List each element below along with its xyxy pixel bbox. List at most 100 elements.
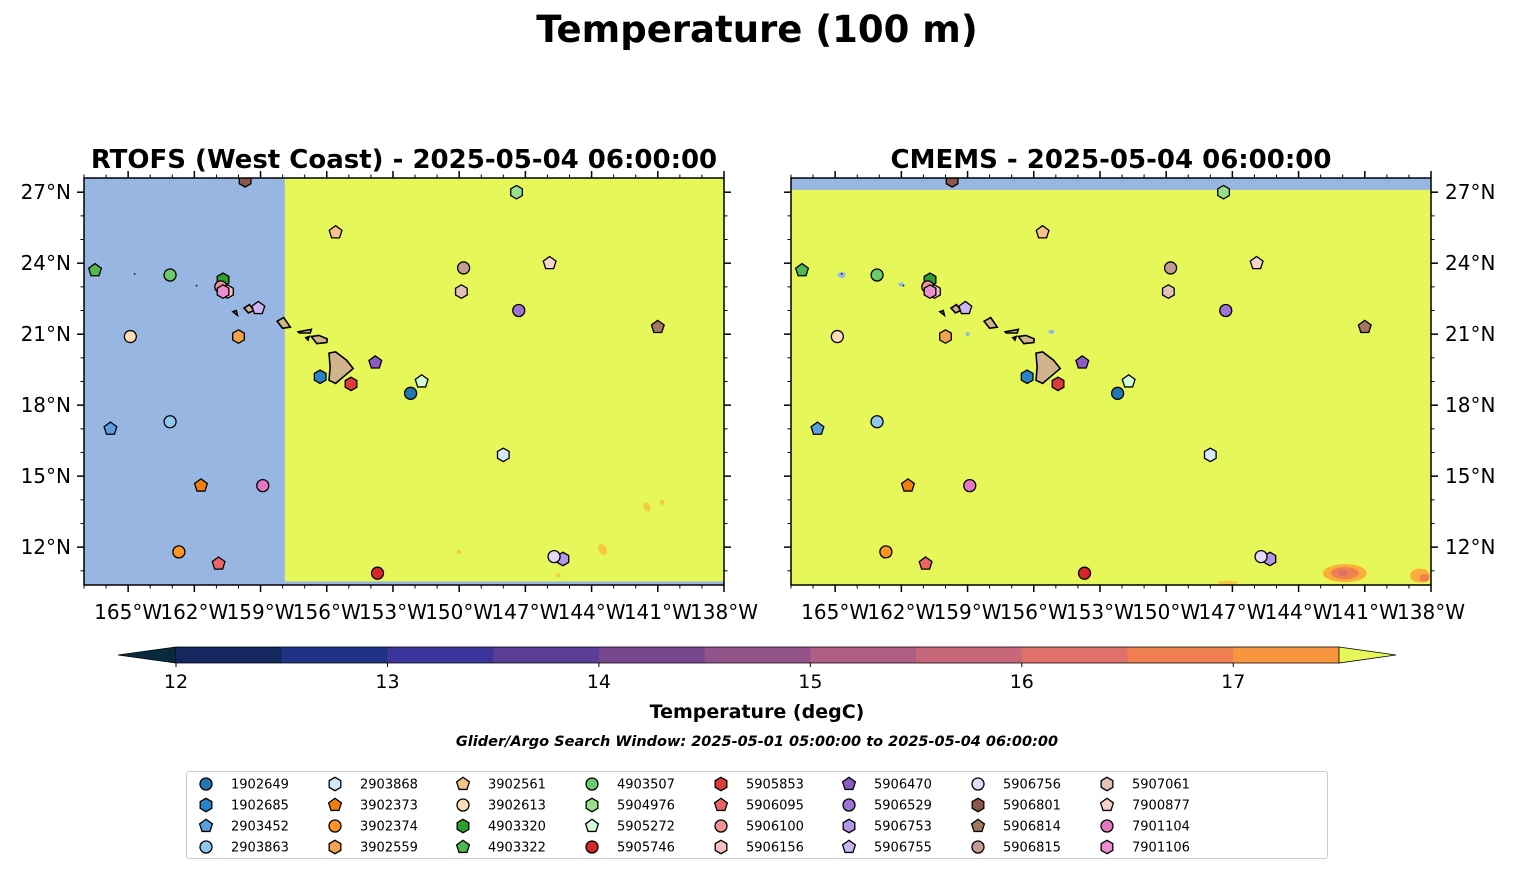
tick-marks [784,171,1438,592]
x-tick-label: 147°W [1198,600,1266,624]
x-tick-label: 162°W [160,600,228,624]
warm-patch [598,543,608,556]
no-data-speck [837,272,846,279]
colorbar-over-arrow [1338,646,1397,664]
warm-patch [659,499,665,505]
float-marker-4903507 [870,268,884,282]
colorbar-tick-label: 13 [375,671,399,693]
float-marker-5906529 [512,303,526,318]
colorbar-tick-label: 12 [164,671,188,693]
float-marker-3902373 [900,478,916,492]
island-outline [328,351,355,385]
no-data-speck [965,332,970,337]
island-outline [275,316,292,330]
float-marker-5906095 [918,556,933,570]
float-marker-1902685 [1020,369,1034,385]
float-marker-5906814 [650,319,665,334]
x-tick-label: 144°W [558,600,626,624]
float-marker-5905853 [344,376,358,392]
y-tick-label: 24°N [21,251,71,275]
island-outline [938,309,946,318]
island-outline [231,309,239,318]
island-outline [1003,328,1020,334]
float-marker-5906470 [368,355,383,369]
figure-title: Temperature (100 m) [536,8,978,51]
float-marker-5905272 [414,373,429,388]
colorbar-tick-label: 15 [798,671,822,693]
float-marker-7900877 [1249,255,1264,270]
float-marker-3902559 [939,329,952,345]
warm-patch [1337,570,1348,577]
temperature-colorbar: 12 13 14 15 16 17 [117,646,1397,693]
float-marker-5906470 [1075,355,1090,369]
float-marker-3902373 [193,478,209,492]
float-marker-5906801 [238,178,252,188]
y-tick-label: 27°N [1445,180,1495,204]
float-markers [87,178,665,580]
cmems-map-panel: 165°W162°W159°W156°W153°W150°W147°W144°W… [784,145,1495,624]
float-marker-5906095 [211,556,226,570]
y-tick-label: 24°N [1445,251,1495,275]
float-marker-5905746 [1077,566,1092,580]
y-tick-label: 15°N [1445,464,1495,488]
y-tick-label: 15°N [21,464,71,488]
float-marker-7901106 [923,284,937,300]
x-tick-label: 141°W [1331,600,1399,624]
island-dot [840,273,843,275]
tick-marks [77,171,731,592]
colorbar-tick-label: 16 [1010,671,1034,693]
x-tick-label: 150°W [1132,600,1200,624]
colorbar-bin [1233,647,1340,663]
no-data-region [791,178,1431,190]
temperature-field [791,178,1431,585]
island-outline [1016,334,1036,345]
x-tick-label: 153°W [1066,600,1134,624]
island-outline [982,316,999,330]
float-marker-2903452 [103,421,118,435]
island-outline [296,328,313,334]
float-marker-5906755 [251,300,266,315]
float-marker-3902561 [1035,224,1050,239]
warm-patch [643,502,651,512]
float-marker-2903863 [163,415,177,429]
float-marker-5905853 [1051,376,1065,392]
float-marker-4903507 [163,268,177,282]
float-marker-1902685 [313,369,327,385]
y-tick-label: 18°N [1445,393,1495,417]
y-tick-label: 12°N [21,535,71,559]
float-marker-3902374 [172,545,186,559]
warm-patch [1217,580,1238,585]
float-marker-7900877 [542,255,557,270]
y-tick-label: 27°N [21,180,71,204]
float-marker-5905272 [1121,373,1136,388]
float-marker-7901106 [216,284,230,300]
island-outline [1035,351,1062,385]
no-data-speck [1048,329,1055,334]
colorbar-bin [281,647,389,663]
float-marker-5906814 [1357,319,1372,334]
island-outline [1011,335,1018,342]
float-markers [794,178,1372,580]
map-title: RTOFS (West Coast) - 2025-05-04 06:00:00 [91,145,717,175]
float-marker-3902613 [123,329,137,344]
float-marker-4903322 [794,262,810,277]
float-marker-5906815 [456,261,471,275]
float-marker-5906801 [945,178,959,188]
x-tick-label: 138°W [690,600,758,624]
colorbar-tick-label: 17 [1221,671,1245,693]
map-title: CMEMS - 2025-05-04 06:00:00 [891,145,1332,175]
colorbar-bin [493,647,600,663]
x-tick-label: 159°W [934,600,1002,624]
warm-water-fill [791,178,1431,585]
float-marker-5904976 [510,184,524,200]
float-marker-5904976 [1217,184,1231,200]
float-marker-5906756 [547,549,561,564]
y-tick-label: 12°N [1445,535,1495,559]
y-tick-label: 18°N [21,393,71,417]
float-marker-2903868 [1203,447,1217,463]
colorbar-label: Temperature (degC) [650,701,865,723]
x-tick-label: 159°W [227,600,295,624]
float-marker-4903322 [87,262,103,277]
colorbar-bin [1127,647,1234,663]
colorbar-outline [176,646,1339,664]
